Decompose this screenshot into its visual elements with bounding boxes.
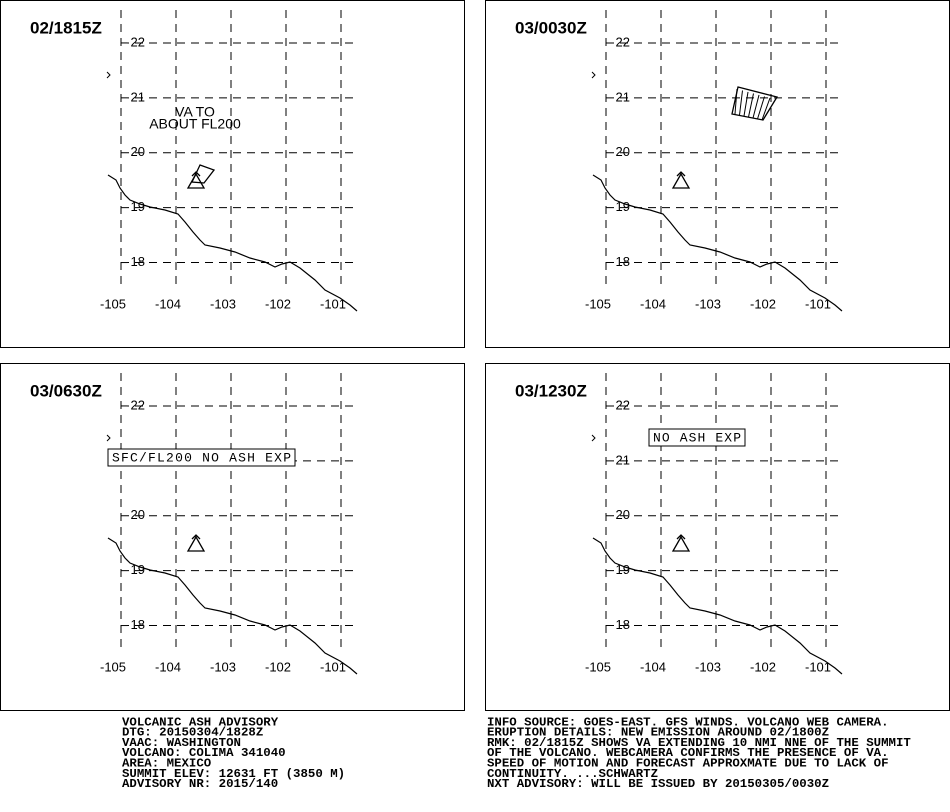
lat-label: 21 (131, 89, 145, 104)
lat-label: 18 (131, 617, 145, 632)
advisory-line: RMK: 02/1815Z SHOWS VA EXTENDING 10 NMI … (487, 736, 911, 750)
lon-label: -104 (155, 659, 181, 674)
title-bg (28, 18, 108, 40)
lat-label: 19 (616, 562, 630, 577)
panel-frame (0, 363, 465, 711)
box-label: SFC/FL200 NO ASH EXP (112, 450, 291, 465)
coastline (592, 174, 843, 312)
panel-frame (485, 0, 950, 348)
lon-label: -104 (640, 659, 666, 674)
advisory-line: SUMMIT ELEV: 12631 FT (3850 M) (122, 767, 345, 781)
map-panel: -105-104-103-102-101181920212203/0630ZSF… (0, 363, 465, 711)
lat-label: 20 (131, 507, 145, 522)
ash-hatch (739, 90, 743, 116)
lat-label: 20 (616, 507, 630, 522)
title-bg (28, 381, 108, 403)
ash-area (731, 86, 779, 121)
title-bg (513, 381, 593, 403)
lat-label: 18 (616, 254, 630, 269)
lon-label: -105 (585, 659, 611, 674)
panel-frame (485, 363, 950, 711)
lon-label: -101 (320, 659, 346, 674)
title-bg (513, 18, 593, 40)
advisory-line: DTG: 20150304/1828Z (122, 726, 263, 740)
ash-annotation: VA TO (175, 104, 215, 120)
lon-label: -105 (100, 659, 126, 674)
lat-label: 19 (131, 199, 145, 214)
coast-mark (591, 71, 596, 79)
ash-hatch (734, 88, 738, 115)
lon-label: -102 (265, 296, 291, 311)
volcano-symbol (671, 534, 691, 552)
lat-label: 20 (616, 144, 630, 159)
coastline (107, 537, 358, 675)
volcano-symbol (671, 171, 691, 189)
ash-hatch (752, 94, 760, 119)
advisory-line: INFO SOURCE: GOES-EAST. GFS WINDS. VOLCA… (487, 715, 889, 729)
lon-label: -101 (805, 296, 831, 311)
lat-label: 18 (131, 254, 145, 269)
lon-label: -104 (155, 296, 181, 311)
lat-label: 21 (616, 89, 630, 104)
lat-label: 22 (616, 397, 630, 412)
ash-area (191, 164, 216, 184)
advisory-line: VOLCANO: COLIMA 341040 (122, 746, 286, 760)
map-panel: -105 -104 -103 -102 -101 18 19 20 21 22 03/1230Z NO… (485, 363, 950, 711)
panel-title: 03/0630Z (30, 381, 102, 400)
ash-hatch (748, 93, 754, 118)
lon-label: -103 (695, 296, 721, 311)
lat-label: 18 (616, 617, 630, 632)
lon-label: -101 (805, 659, 831, 674)
lon-label: -104 (640, 296, 666, 311)
lat-label: 22 (616, 34, 630, 49)
volcano-symbol (186, 534, 206, 552)
lon-label: -102 (750, 659, 776, 674)
advisory-line: ADVISORY NR: 2015/140 (122, 777, 278, 791)
lat-label: 22 (131, 397, 145, 412)
box-label: NO ASH EXP (653, 430, 741, 445)
lon-label: -103 (695, 659, 721, 674)
coastline (107, 174, 358, 312)
lon-label: -103 (210, 296, 236, 311)
coastline (592, 537, 843, 675)
advisory-line: VOLCANIC ASH ADVISORY (122, 715, 279, 729)
map-panel: -105-104-103-102-101181920212203/0030ZVA… (485, 0, 950, 348)
lon-label: -102 (265, 659, 291, 674)
advisory-line: ERUPTION DETAILS: NEW EMISSION AROUND 02… (487, 726, 829, 740)
ash-hatch (757, 96, 765, 120)
lon-label: -105 (585, 296, 611, 311)
coast-mark (106, 71, 111, 79)
map-panel: -105 -104 -103 -102 -101 18 19 20 21 22 02/1815Z VA… (0, 0, 465, 348)
advisory-line: VAAC: WASHINGTON (122, 736, 241, 750)
panel-title: 02/1815Z (30, 18, 102, 37)
ash-hatch (743, 91, 749, 117)
coast-mark (591, 434, 596, 442)
lat-label: 19 (616, 199, 630, 214)
label-box (648, 428, 746, 447)
lon-label: -103 (210, 659, 236, 674)
lat-label: 20 (131, 144, 145, 159)
coast-mark (106, 434, 111, 442)
lat-label: 22 (131, 34, 145, 49)
advisory-line: AREA: MEXICO (122, 756, 211, 770)
ash-hatch (761, 97, 771, 121)
label-box (107, 448, 296, 467)
advisory-line: CONTINUITY. ...SCHWARTZ (487, 767, 658, 781)
panel-title: 03/0030Z (515, 18, 587, 37)
panel-title: 03/1230Z (515, 381, 587, 400)
lon-label: -101 (320, 296, 346, 311)
lat-label: 21 (616, 452, 630, 467)
lat-label: 19 (131, 562, 145, 577)
advisory-line: SPEED OF MOTION AND FORECAST APPROXMATE … (487, 756, 889, 770)
panel-frame (0, 0, 465, 348)
lon-label: -102 (750, 296, 776, 311)
advisory-line: OF THE VOLCANO. WEBCAMERA CONFIRMS THE P… (487, 746, 889, 760)
ash-annotation: ABOUT FL200 (149, 116, 241, 132)
advisory-line: NXT ADVISORY: WILL BE ISSUED BY 20150305… (487, 777, 829, 791)
lon-label: -105 (100, 296, 126, 311)
